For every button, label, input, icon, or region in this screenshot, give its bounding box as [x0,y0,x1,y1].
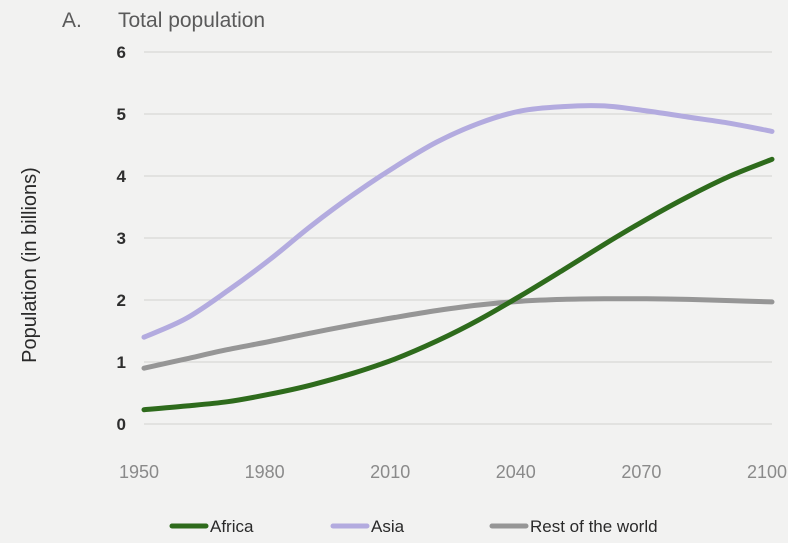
y-tick-label: 1 [117,353,126,372]
series-lines [141,103,775,413]
legend: Africa Asia Rest of the world [169,517,658,536]
y-tick-label: 6 [117,43,126,62]
y-tick-label: 4 [117,167,127,186]
x-tick-label: 1980 [245,462,285,482]
legend-label-asia: Asia [371,517,405,536]
y-tick-label: 5 [117,105,126,124]
x-tick-label: 2040 [496,462,536,482]
y-axis-label: Population (in billions) [19,167,41,363]
y-tick-label: 0 [117,415,126,434]
legend-label-rest-of-the-world: Rest of the world [530,517,658,536]
x-tick-labels: 1950 1980 2010 2040 2070 2100 [119,462,787,482]
y-tick-label: 2 [117,291,126,310]
x-tick-label: 1950 [119,462,159,482]
series-line-rest-of-the-world [141,296,775,371]
x-tick-label: 2070 [621,462,661,482]
series-line-asia [141,103,775,340]
x-tick-label: 2010 [370,462,410,482]
y-tick-label: 3 [117,229,126,248]
x-tick-label: 2100 [747,462,787,482]
panel-letter: A. [62,9,82,32]
legend-label-africa: Africa [210,517,254,536]
gridlines [144,51,772,425]
chart-title: Total population [118,9,265,32]
y-tick-labels: 0 1 2 3 4 5 6 [117,43,127,434]
series-line-africa [141,156,775,413]
